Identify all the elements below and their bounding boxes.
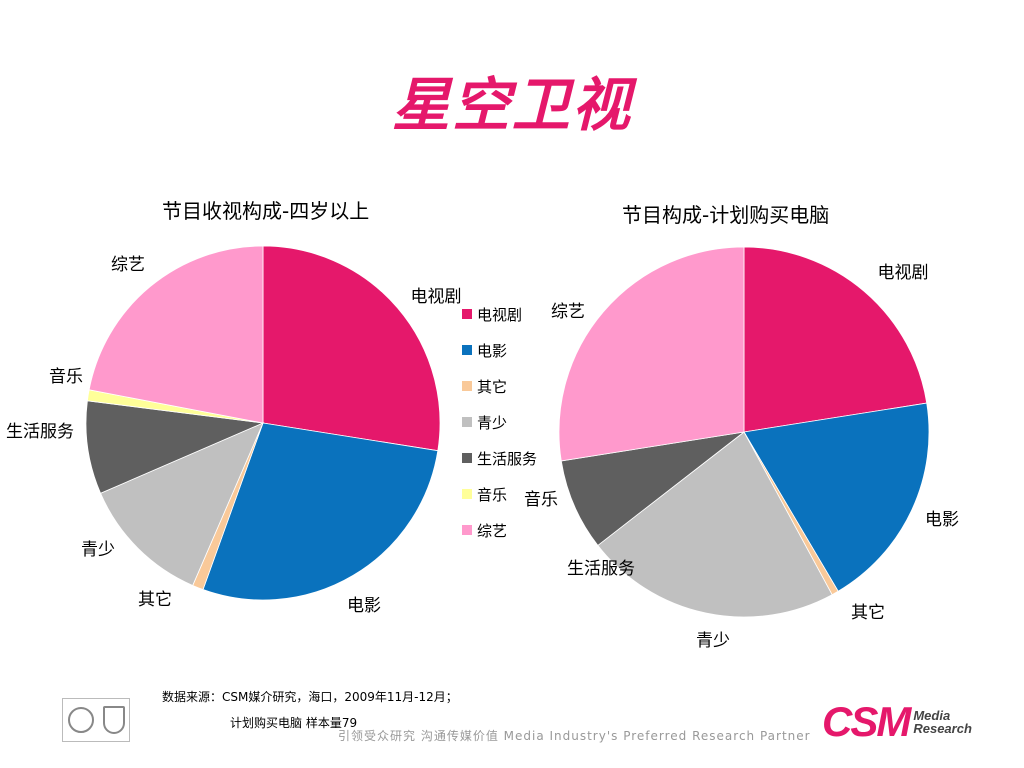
slice-label: 其它 [138,590,172,610]
legend-label: 音乐 [477,485,508,504]
sample-size-note: 计划购买电脑 样本量79 [230,716,358,730]
legend-item: 青少 [462,404,537,440]
pie-slice-生活服务 [85,400,265,494]
legend-swatch [462,309,472,319]
slice-label: 生活服务 [6,422,74,442]
page-title: 星空卫视 [391,71,632,139]
legend-swatch [462,345,472,355]
legend-swatch [462,417,472,427]
legend-label: 生活服务 [477,449,538,468]
legend-swatch [462,381,472,391]
slice-label: 综艺 [551,302,585,322]
slice-label: 其它 [851,603,885,623]
pie-slice-电视剧 [743,246,928,433]
pie-slice-综艺 [558,246,745,462]
certification-logos [62,698,130,742]
slice-label: 综艺 [111,255,145,275]
pie-slice-电影 [202,422,439,601]
pie-slice-电视剧 [262,245,441,452]
legend-label: 综艺 [477,521,508,540]
legend-item: 电视剧 [462,296,537,332]
slice-label: 音乐 [49,367,83,387]
legend-item: 电影 [462,332,537,368]
slice-label: 生活服务 [567,559,635,579]
sgs-badge-icon [67,707,94,733]
slice-label: 电视剧 [878,263,929,283]
slice-label: 青少 [696,631,730,651]
legend-label: 青少 [477,413,508,432]
chart-legend: 电视剧 电影 其它 青少 生活服务 音乐 综艺 [462,296,537,548]
slice-label: 电视剧 [411,287,462,307]
pie-slice-青少 [597,431,833,618]
slice-label: 电影 [347,596,381,616]
legend-item: 其它 [462,368,537,404]
slice-label: 音乐 [524,490,558,510]
chart-title-left: 节目收视构成-四岁以上 [162,199,370,223]
chart-title-right: 节目构成-计划购买电脑 [622,203,830,227]
legend-swatch [462,525,472,535]
ukas-shield-icon [102,706,125,734]
legend-swatch [462,453,472,463]
pie-slice-电影 [743,402,930,592]
logo-subtext-line2: Research [913,721,972,736]
legend-item: 综艺 [462,512,537,548]
slice-label: 电影 [925,510,959,530]
logo-subtext: Media Research [913,709,972,735]
csm-logo: CSM Media Research [822,698,972,745]
legend-item: 生活服务 [462,440,537,476]
legend-label: 其它 [477,377,508,396]
data-source-note: 数据来源：CSM媒介研究，海口，2009年11月-12月； [162,690,458,704]
legend-label: 电影 [477,341,508,360]
logo-mark: CSM [822,698,911,745]
pie-slice-综艺 [88,245,264,424]
pie-slice-生活服务 [560,431,745,546]
logo-subtext-line1: Media [913,708,951,723]
slice-label: 青少 [81,540,115,560]
legend-swatch [462,489,472,499]
legend-label: 电视剧 [477,305,523,324]
pie-slice-青少 [100,422,264,586]
legend-item: 音乐 [462,476,537,512]
slogan: 引领受众研究 沟通传媒价值 Media Industry's Preferred… [338,729,811,743]
